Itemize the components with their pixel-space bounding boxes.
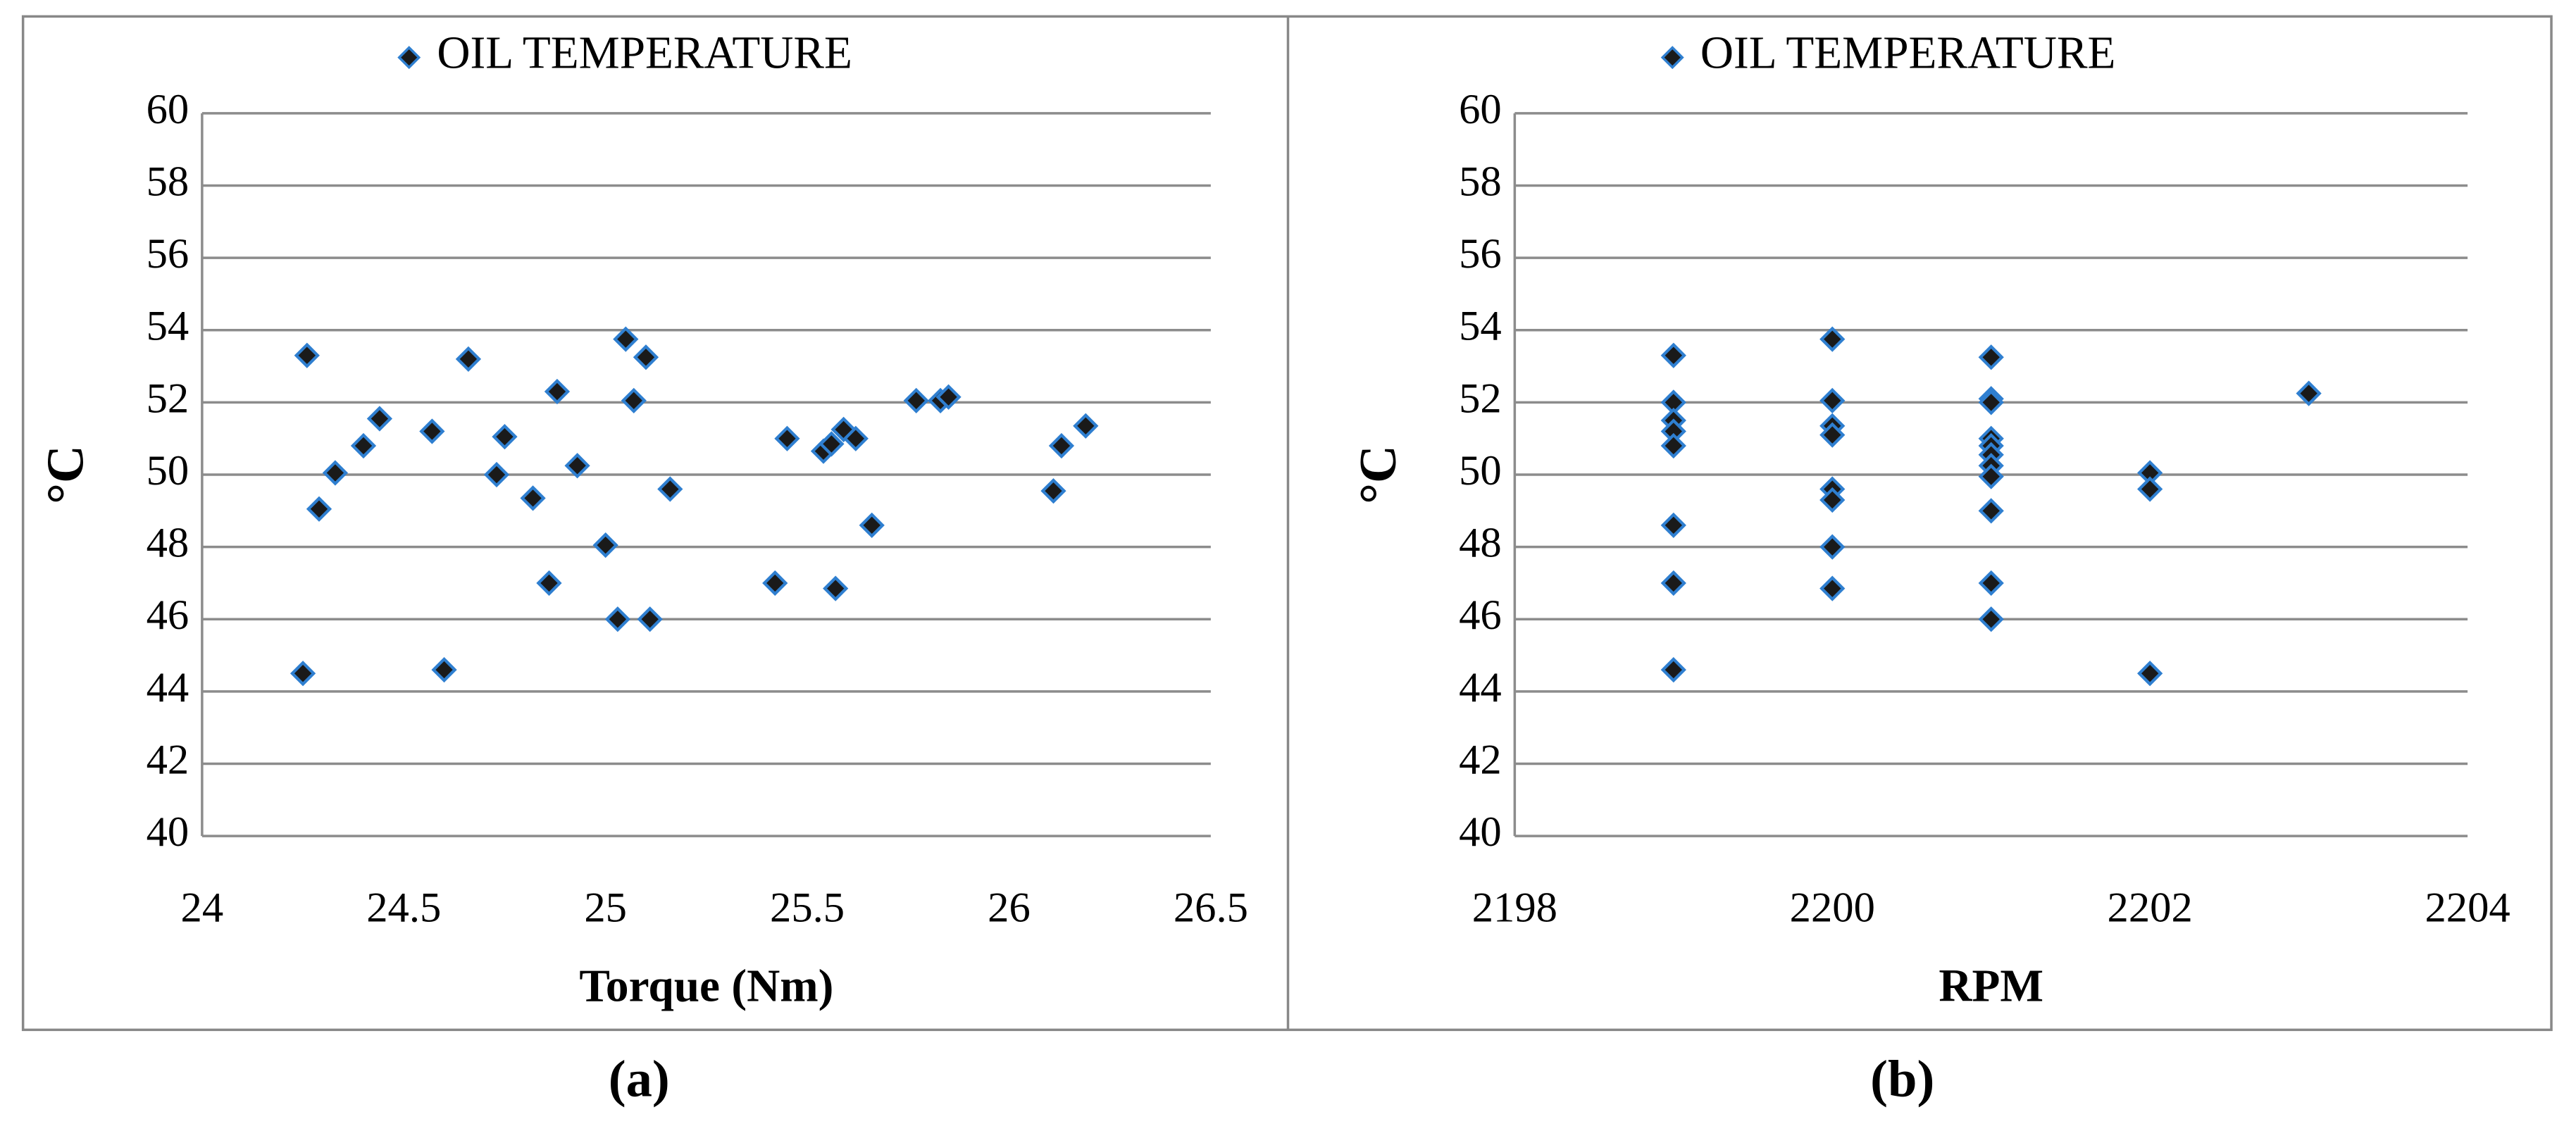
data-point [294,342,320,368]
data-point [935,384,962,410]
y-tick-label: 46 [147,592,189,639]
data-point [350,432,377,459]
y-axis-title: °C [1349,445,1407,504]
data-point [419,418,445,444]
y-tick-label: 52 [147,375,189,422]
y-tick-label: 42 [147,736,189,783]
data-point [859,512,885,538]
data-point [1978,606,2004,632]
data-point [613,326,639,352]
data-point [1978,344,2004,370]
y-tick-label: 50 [1459,447,1502,494]
y-tick-label: 54 [147,303,189,350]
data-point [2137,476,2163,502]
y-tick-label: 60 [147,86,189,133]
data-point [492,424,518,450]
data-point [2137,661,2163,687]
x-axis-title: RPM [1939,961,2043,1011]
data-point [604,606,630,632]
data-point [1073,413,1099,439]
x-tick-label: 2204 [2425,884,2510,931]
caption: (b) [1870,1049,1934,1108]
y-tick-label: 60 [1459,86,1502,133]
y-tick-label: 40 [1459,808,1502,856]
x-tick-label: 25 [584,884,627,931]
legend-marker [1660,46,1684,70]
data-point [1040,477,1066,504]
data-point [306,496,332,522]
data-point [455,346,482,372]
data-point [592,532,618,558]
data-point [290,661,316,687]
y-tick-label: 56 [1459,230,1502,277]
legend-label: OIL TEMPERATURE [1700,28,2116,79]
data-point [657,476,683,502]
x-tick-label: 26 [988,884,1031,931]
data-point [903,387,929,413]
data-point [322,460,349,486]
data-point [823,575,849,601]
x-tick-label: 25.5 [770,884,845,931]
x-tick-label: 2198 [1472,884,1557,931]
data-point [564,453,590,479]
data-point [1819,534,1846,560]
x-tick-label: 2202 [2108,884,2193,931]
x-tick-label: 24.5 [366,884,441,931]
y-tick-label: 48 [1459,520,1502,567]
caption: (a) [609,1049,670,1108]
data-point [520,485,546,511]
data-point [366,406,393,432]
data-point [536,570,562,596]
data-point [819,431,845,457]
x-tick-label: 2200 [1790,884,1875,931]
data-point [1819,575,1846,601]
x-tick-label: 24 [181,884,224,931]
data-point [1660,656,1686,683]
data-point [1978,389,2004,415]
x-tick-label: 26.5 [1174,884,1248,931]
y-tick-label: 58 [147,158,189,205]
x-axis-title: Torque (Nm) [579,961,833,1011]
y-tick-label: 44 [1459,664,1502,711]
y-tick-label: 50 [147,447,189,494]
y-tick-label: 44 [147,664,189,711]
data-point [1660,512,1686,538]
data-point [1048,432,1075,459]
data-point [633,344,659,370]
data-point [1978,463,2004,489]
legend-marker [397,46,421,70]
data-point [1819,387,1846,413]
data-point [1660,570,1686,596]
data-point [1978,498,2004,524]
data-point [774,425,800,451]
data-point [1660,342,1686,368]
data-point [2296,380,2322,406]
y-tick-label: 40 [147,808,189,856]
data-point [1660,432,1686,459]
data-point [1819,326,1846,352]
y-tick-label: 42 [1459,736,1502,783]
data-point [544,378,571,405]
data-point [842,425,869,451]
data-point [431,656,457,683]
y-tick-label: 58 [1459,158,1502,205]
y-tick-label: 52 [1459,375,1502,422]
data-point [621,387,647,413]
data-point [1819,487,1846,513]
legend-label: OIL TEMPERATURE [437,28,852,79]
y-axis-title: °C [36,445,94,504]
data-point [1978,570,2004,596]
data-point [483,461,510,488]
y-tick-label: 48 [147,520,189,567]
y-tick-label: 54 [1459,303,1502,350]
y-tick-label: 46 [1459,592,1502,639]
y-tick-label: 56 [147,230,189,277]
data-point [762,570,788,596]
data-point [1819,422,1846,448]
data-point [637,606,663,632]
